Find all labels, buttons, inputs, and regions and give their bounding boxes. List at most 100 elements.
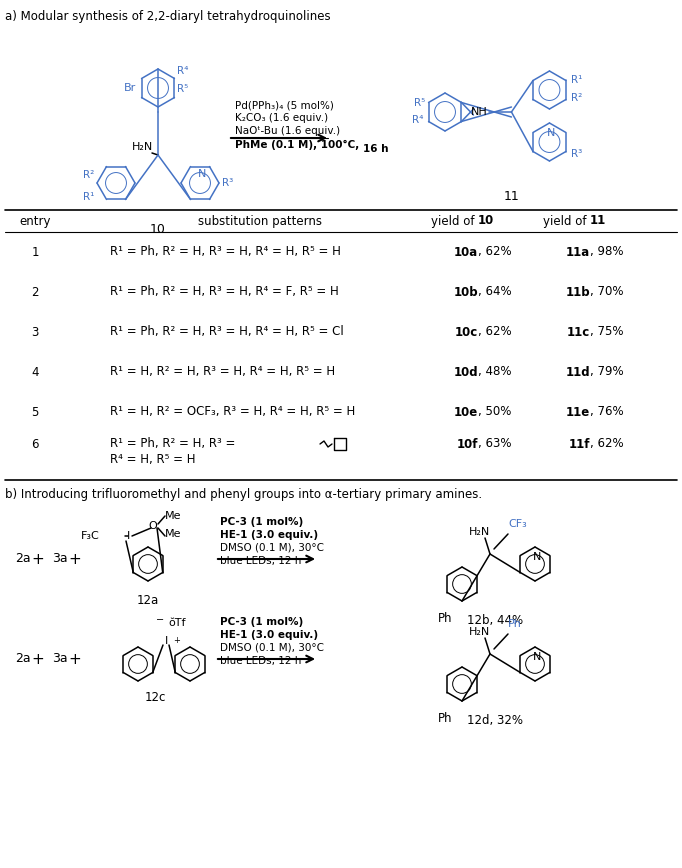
Text: R²: R² bbox=[572, 93, 582, 103]
Text: PC-3 (1 mol%): PC-3 (1 mol%) bbox=[220, 517, 303, 527]
Text: , 70%: , 70% bbox=[590, 286, 623, 299]
Text: 10e: 10e bbox=[454, 405, 478, 418]
Text: R⁵: R⁵ bbox=[414, 97, 426, 108]
Text: R¹ = Ph, R² = H, R³ = H, R⁴ = H, R⁵ = Cl: R¹ = Ph, R² = H, R³ = H, R⁴ = H, R⁵ = Cl bbox=[110, 326, 344, 339]
Text: entry: entry bbox=[19, 214, 50, 227]
Text: R¹ = Ph, R² = H, R³ =: R¹ = Ph, R² = H, R³ = bbox=[110, 437, 235, 450]
Text: 10a: 10a bbox=[454, 246, 478, 259]
Text: 6: 6 bbox=[31, 437, 39, 450]
Text: 11c: 11c bbox=[567, 326, 590, 339]
Text: R⁴: R⁴ bbox=[412, 115, 423, 125]
Text: 10b: 10b bbox=[454, 286, 478, 299]
Text: HE-1 (3.0 equiv.): HE-1 (3.0 equiv.) bbox=[220, 630, 318, 640]
Text: 10d: 10d bbox=[454, 365, 478, 378]
Text: Ph: Ph bbox=[508, 619, 522, 629]
Text: 12d, 32%: 12d, 32% bbox=[467, 714, 523, 727]
Text: Pd(PPh₃)₄ (5 mol%): Pd(PPh₃)₄ (5 mol%) bbox=[235, 100, 334, 110]
Text: , 64%: , 64% bbox=[478, 286, 512, 299]
Text: R¹ = H, R² = H, R³ = H, R⁴ = H, R⁵ = H: R¹ = H, R² = H, R³ = H, R⁴ = H, R⁵ = H bbox=[110, 365, 335, 378]
Text: , 62%: , 62% bbox=[590, 437, 623, 450]
Text: R¹: R¹ bbox=[83, 192, 94, 202]
Text: N: N bbox=[198, 169, 206, 179]
Text: 2a: 2a bbox=[15, 553, 31, 565]
Text: 5: 5 bbox=[31, 405, 39, 418]
Text: PC-3 (1 mol%): PC-3 (1 mol%) bbox=[220, 617, 303, 627]
Text: O: O bbox=[149, 521, 158, 531]
Text: 12b, 44%: 12b, 44% bbox=[467, 614, 523, 627]
Text: R¹ = Ph, R² = H, R³ = H, R⁴ = H, R⁵ = H: R¹ = Ph, R² = H, R³ = H, R⁴ = H, R⁵ = H bbox=[110, 246, 341, 259]
Text: +: + bbox=[69, 551, 81, 567]
Text: , 62%: , 62% bbox=[478, 246, 512, 259]
Text: 4: 4 bbox=[31, 365, 39, 378]
Text: H₂N: H₂N bbox=[469, 527, 490, 537]
Text: N: N bbox=[533, 552, 542, 562]
Text: R⁴: R⁴ bbox=[177, 67, 189, 76]
Text: 11a: 11a bbox=[566, 246, 590, 259]
Text: ŏTf: ŏTf bbox=[168, 618, 186, 628]
Text: 11: 11 bbox=[503, 190, 519, 203]
Text: Br: Br bbox=[123, 83, 136, 93]
Text: Me: Me bbox=[165, 529, 181, 539]
Text: , 75%: , 75% bbox=[590, 326, 623, 339]
Text: PhMe (0.1 M), 100°C,: PhMe (0.1 M), 100°C, bbox=[235, 140, 365, 150]
Text: 10: 10 bbox=[478, 214, 494, 227]
Text: HE-1 (3.0 equiv.): HE-1 (3.0 equiv.) bbox=[220, 530, 318, 540]
Text: R³: R³ bbox=[222, 178, 233, 188]
Text: R²: R² bbox=[83, 170, 94, 180]
Text: I: I bbox=[126, 531, 130, 541]
Text: 10c: 10c bbox=[455, 326, 478, 339]
Text: 11b: 11b bbox=[565, 286, 590, 299]
Text: 11: 11 bbox=[590, 214, 606, 227]
Text: 3: 3 bbox=[31, 326, 39, 339]
Text: , 98%: , 98% bbox=[590, 246, 623, 259]
Text: NH: NH bbox=[471, 107, 488, 117]
Text: 12c: 12c bbox=[145, 691, 166, 704]
Text: b) Introducing trifluoromethyl and phenyl groups into α-tertiary primary amines.: b) Introducing trifluoromethyl and pheny… bbox=[5, 488, 482, 501]
Text: CF₃: CF₃ bbox=[508, 519, 527, 529]
Text: N: N bbox=[533, 652, 542, 662]
Text: , 62%: , 62% bbox=[478, 326, 512, 339]
Text: substitution patterns: substitution patterns bbox=[198, 214, 322, 227]
Text: K₂CO₃ (1.6 equiv.): K₂CO₃ (1.6 equiv.) bbox=[235, 113, 328, 123]
Text: I: I bbox=[164, 636, 168, 646]
Text: , 50%: , 50% bbox=[478, 405, 512, 418]
Text: +: + bbox=[173, 636, 180, 645]
Text: Ph: Ph bbox=[438, 612, 452, 625]
Text: R¹ = Ph, R² = H, R³ = H, R⁴ = F, R⁵ = H: R¹ = Ph, R² = H, R³ = H, R⁴ = F, R⁵ = H bbox=[110, 286, 339, 299]
Text: +: + bbox=[31, 551, 44, 567]
Text: , 76%: , 76% bbox=[590, 405, 623, 418]
Text: 12a: 12a bbox=[137, 594, 159, 607]
Text: R⁴ = H, R⁵ = H: R⁴ = H, R⁵ = H bbox=[110, 452, 196, 465]
Text: −: − bbox=[156, 615, 164, 625]
Text: 11d: 11d bbox=[565, 365, 590, 378]
Text: DMSO (0.1 M), 30°C: DMSO (0.1 M), 30°C bbox=[220, 543, 324, 553]
Text: 2: 2 bbox=[31, 286, 39, 299]
Text: blue LEDs, 12 h: blue LEDs, 12 h bbox=[220, 556, 301, 566]
Text: R¹ = H, R² = OCF₃, R³ = H, R⁴ = H, R⁵ = H: R¹ = H, R² = OCF₃, R³ = H, R⁴ = H, R⁵ = … bbox=[110, 405, 355, 418]
Text: R³: R³ bbox=[572, 149, 582, 159]
Text: 10: 10 bbox=[150, 223, 166, 236]
Text: blue LEDs, 12 h: blue LEDs, 12 h bbox=[220, 656, 301, 666]
Text: 1: 1 bbox=[31, 246, 39, 259]
Text: Me: Me bbox=[165, 511, 181, 521]
Text: +: + bbox=[31, 652, 44, 667]
Text: 10f: 10f bbox=[456, 437, 478, 450]
Text: , 63%: , 63% bbox=[478, 437, 512, 450]
Text: +: + bbox=[69, 652, 81, 667]
Text: , 79%: , 79% bbox=[590, 365, 623, 378]
Text: R⁵: R⁵ bbox=[177, 83, 189, 94]
Text: DMSO (0.1 M), 30°C: DMSO (0.1 M), 30°C bbox=[220, 643, 324, 653]
Text: H₂N: H₂N bbox=[132, 142, 153, 152]
Text: R¹: R¹ bbox=[572, 75, 583, 85]
Text: 11e: 11e bbox=[566, 405, 590, 418]
Text: yield of: yield of bbox=[543, 214, 590, 227]
Text: F₃C: F₃C bbox=[81, 531, 100, 541]
Text: NaOᵗ-Bu (1.6 equiv.): NaOᵗ-Bu (1.6 equiv.) bbox=[235, 126, 340, 136]
Text: 3a: 3a bbox=[52, 553, 68, 565]
Text: H₂N: H₂N bbox=[469, 627, 490, 637]
Text: a) Modular synthesis of 2,2-diaryl tetrahydroquinolines: a) Modular synthesis of 2,2-diaryl tetra… bbox=[5, 10, 331, 23]
Text: , 48%: , 48% bbox=[478, 365, 512, 378]
Text: yield of: yield of bbox=[431, 214, 478, 227]
Text: 11f: 11f bbox=[569, 437, 590, 450]
Text: 2a: 2a bbox=[15, 653, 31, 666]
